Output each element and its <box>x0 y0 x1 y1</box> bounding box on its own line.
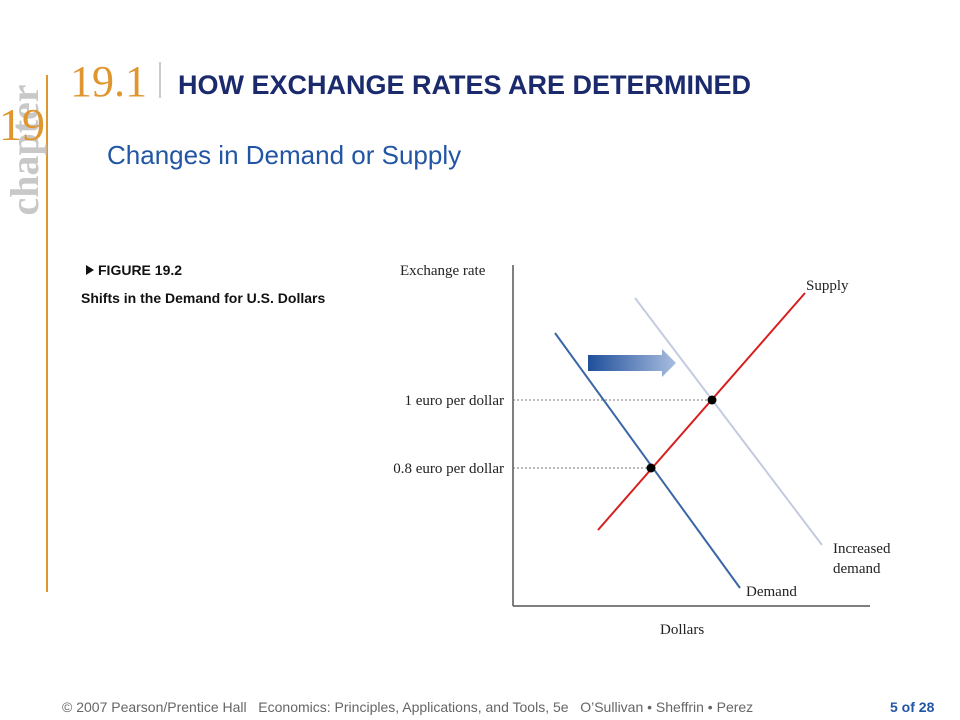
supply-curve <box>597 292 806 531</box>
copyright: © 2007 Pearson/Prentice Hall Economics: … <box>62 699 753 715</box>
section-number: 19.1 <box>70 57 147 106</box>
curve-label: Increased <box>833 541 891 557</box>
level-label: 0.8 euro per dollar <box>393 461 504 477</box>
figure-label: FIGURE 19.2 <box>98 262 183 278</box>
chapter-number: 19 <box>0 99 45 150</box>
title: HOW EXCHANGE RATES ARE DETERMINED <box>178 70 751 100</box>
subtitle: Changes in Demand or Supply <box>107 140 461 170</box>
bullet <box>86 265 94 275</box>
figure-caption: Shifts in the Demand for U.S. Dollars <box>81 290 326 306</box>
curve-label: demand <box>833 561 881 577</box>
equilibrium-point <box>707 395 717 405</box>
level-label: 1 euro per dollar <box>404 393 504 409</box>
y-axis-label: Exchange rate <box>400 263 486 279</box>
shift-arrow <box>588 349 676 377</box>
page-number: 5 of 28 <box>890 699 935 715</box>
increased-demand-curve <box>634 297 823 546</box>
curve-label: Supply <box>806 278 849 294</box>
chapter-label: chapter <box>2 84 47 215</box>
curve-label: Demand <box>746 584 797 600</box>
equilibrium-point <box>646 463 656 473</box>
x-axis-label: Dollars <box>660 622 704 638</box>
demand-curve <box>554 332 741 589</box>
